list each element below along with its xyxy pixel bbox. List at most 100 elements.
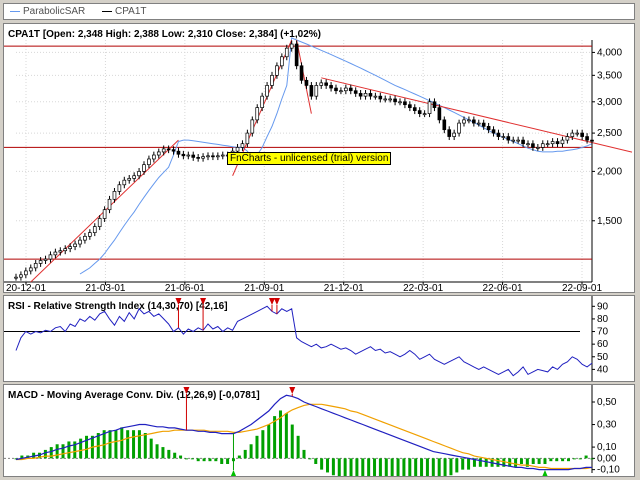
candle-body-31 (166, 148, 171, 151)
candle-body-114 (575, 132, 580, 135)
candle-body-111 (560, 139, 565, 145)
candle-body-17 (97, 218, 102, 227)
macd-hist-bar-32 (202, 458, 206, 462)
macd-hist-bar-20 (132, 430, 136, 459)
macd-buy-marker-1 (542, 470, 548, 476)
macd-hist-bar-70 (425, 458, 429, 476)
candle-body-64 (329, 85, 333, 89)
macd-hist-bar-77 (467, 458, 471, 470)
legend-label-sar: ParabolicSAR (23, 6, 86, 17)
macd-hist-bar-26 (167, 449, 171, 459)
candle-body-32 (171, 149, 176, 152)
legend-swatch-price (102, 10, 112, 12)
macd-hist-bar-41 (255, 435, 259, 459)
macd-hist-bar-57 (349, 458, 353, 476)
candle-body-93 (472, 119, 476, 124)
candle-body-115 (580, 132, 584, 137)
trend-line-2 (296, 39, 312, 114)
macd-hist-bar-28 (179, 455, 183, 459)
macd-hist-bar-50 (308, 458, 312, 460)
price-x-label-5: 22-03-01 (403, 283, 443, 293)
legend-item-price: CPA1T (102, 6, 147, 18)
candle-body-65 (334, 87, 338, 92)
macd-hist-bar-52 (320, 458, 324, 470)
candle-body-91 (462, 119, 466, 124)
candle-body-26 (142, 164, 146, 172)
candle-body-97 (491, 129, 496, 134)
macd-hist-bar-73 (443, 458, 447, 476)
macd-hist-bar-9 (67, 441, 71, 459)
macd-hist-bar-74 (449, 458, 453, 476)
price-x-label-7: 22-09-01 (562, 283, 602, 293)
candle-body-19 (107, 198, 112, 211)
macd-hist-bar-21 (137, 430, 141, 459)
candle-body-99 (501, 136, 506, 138)
candle-body-47 (245, 132, 250, 145)
macd-hist-bar-22 (143, 433, 147, 459)
macd-hist-bar-17 (114, 430, 118, 459)
candle-body-33 (176, 150, 181, 155)
price-x-label-2: 21-06-01 (165, 283, 205, 293)
candle-body-37 (196, 157, 200, 159)
candle-body-98 (496, 132, 501, 137)
macd-hist-bar-8 (61, 444, 65, 459)
macd-hist-bar-39 (243, 449, 247, 459)
candle-body-109 (550, 141, 555, 145)
macd-hist-bar-66 (402, 458, 406, 476)
macd-y-label-4: -0,10 (597, 465, 620, 476)
candle-body-116 (585, 136, 589, 141)
macd-panel: MACD - Moving Average Conv. Div. (12,26,… (3, 384, 635, 477)
candle-body-6 (43, 258, 48, 261)
macd-hist-bar-64 (390, 458, 394, 476)
macd-hist-bar-40 (249, 444, 253, 459)
macd-hist-bar-29 (184, 458, 188, 460)
candle-body-84 (427, 101, 432, 114)
macd-hist-bar-58 (355, 458, 359, 476)
macd-hist-bar-33 (208, 458, 212, 462)
candle-body-48 (250, 119, 255, 134)
macd-hist-bar-5 (43, 449, 47, 459)
candle-body-117 (590, 139, 594, 142)
candle-body-95 (481, 122, 486, 127)
candle-body-29 (156, 151, 161, 156)
candle-body-94 (476, 122, 481, 125)
macd-hist-bar-92 (555, 458, 559, 462)
price-y-label-2: 3,000 (597, 97, 622, 108)
candle-body-74 (378, 95, 383, 100)
candle-body-15 (88, 232, 92, 237)
price-y-label-4: 2,000 (597, 166, 622, 177)
candle-body-41 (216, 155, 220, 158)
macd-hist-bar-1 (20, 455, 24, 459)
rsi-chart-title: RSI - Relative Strength Index (14,30,70)… (8, 301, 228, 312)
candle-body-56 (289, 43, 294, 49)
macd-hist-bar-12 (85, 435, 89, 459)
macd-hist-bar-43 (267, 424, 271, 459)
candle-body-4 (33, 263, 38, 269)
candle-body-82 (417, 110, 422, 114)
price-x-label-0: 20-12-01 (6, 283, 46, 293)
candle-body-110 (555, 141, 560, 145)
macd-hist-bar-86 (519, 458, 523, 464)
macd-chart-title: MACD - Moving Average Conv. Div. (12,26,… (8, 390, 260, 401)
rsi-y-label-1: 80 (597, 314, 609, 325)
macd-hist-bar-83 (502, 458, 506, 467)
macd-hist-bar-23 (149, 438, 153, 459)
candle-body-20 (112, 191, 117, 200)
candle-body-73 (373, 95, 378, 98)
candle-body-77 (393, 98, 397, 103)
candle-body-11 (68, 246, 72, 250)
candle-body-66 (339, 90, 343, 93)
candle-body-69 (353, 90, 358, 94)
candle-body-108 (545, 143, 550, 146)
macd-hist-bar-61 (373, 458, 377, 476)
candle-body-22 (122, 179, 127, 186)
macd-hist-bar-98 (590, 458, 594, 460)
candle-body-71 (363, 93, 368, 97)
candle-body-13 (78, 239, 82, 245)
candle-body-104 (526, 143, 530, 146)
macd-hist-bar-0 (14, 458, 18, 460)
candle-body-100 (506, 136, 511, 141)
macd-hist-bar-6 (49, 447, 53, 459)
macd-hist-bar-47 (290, 424, 294, 459)
legend-item-sar: ParabolicSAR (10, 6, 85, 18)
